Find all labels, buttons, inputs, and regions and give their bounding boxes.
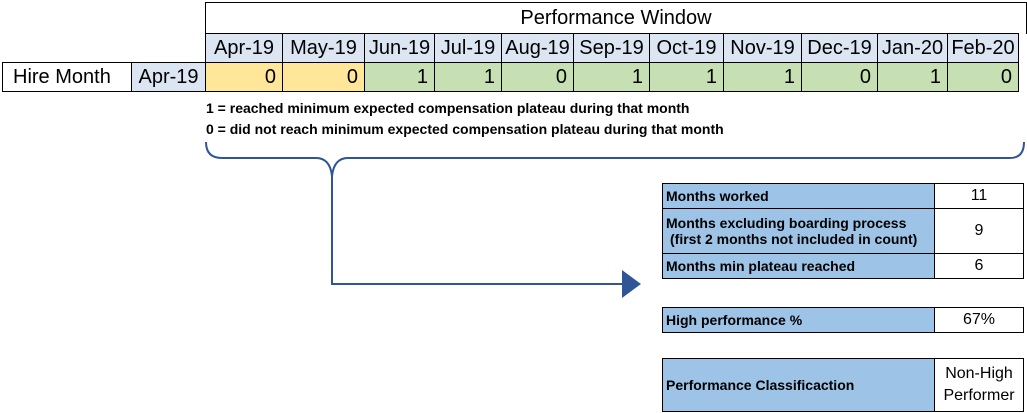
legend-line-1: 1 = reached minimum expected compensatio… bbox=[206, 100, 690, 116]
performance-window-title: Performance Window bbox=[205, 2, 1027, 34]
months-excluding-label: Months excluding boarding process (first… bbox=[662, 208, 935, 254]
month-value-cell: 0 bbox=[947, 62, 1019, 92]
month-value-cell: 0 bbox=[501, 62, 574, 92]
month-header-cell: May-19 bbox=[282, 33, 365, 63]
month-header-cell: Feb-20 bbox=[947, 33, 1019, 63]
plateau-reached-label: Months min plateau reached bbox=[662, 253, 935, 279]
classification-value-line-1: Non-High bbox=[945, 365, 1013, 382]
month-value-cell: 0 bbox=[205, 62, 283, 92]
month-value-cell: 0 bbox=[801, 62, 878, 92]
curly-brace bbox=[205, 141, 1025, 177]
month-header-cell: Sep-19 bbox=[573, 33, 650, 63]
hire-month-value: Apr-19 bbox=[131, 62, 206, 92]
month-header-cell: Dec-19 bbox=[801, 33, 878, 63]
months-excluding-line-2: (first 2 months not included in count) bbox=[670, 231, 918, 247]
month-value-cell: 1 bbox=[434, 62, 502, 92]
month-header-cell: Jun-19 bbox=[364, 33, 435, 63]
month-header-cell: Jul-19 bbox=[434, 33, 502, 63]
months-worked-value: 11 bbox=[934, 183, 1024, 209]
classification-label: Performance Classificaction bbox=[662, 358, 935, 412]
month-value-cell: 1 bbox=[649, 62, 724, 92]
arrowhead bbox=[622, 270, 641, 298]
month-value-cell: 0 bbox=[282, 62, 365, 92]
legend-line-2: 0 = did not reach minimum expected compe… bbox=[206, 121, 724, 137]
month-header-cell: Oct-19 bbox=[649, 33, 724, 63]
plateau-reached-value: 6 bbox=[934, 253, 1024, 279]
month-value-cell: 1 bbox=[573, 62, 650, 92]
hire-month-label: Hire Month bbox=[2, 62, 132, 92]
months-excluding-value: 9 bbox=[934, 208, 1024, 254]
months-excluding-line-1: Months excluding boarding process bbox=[666, 215, 907, 231]
month-header-cell: Aug-19 bbox=[501, 33, 574, 63]
months-worked-label: Months worked bbox=[662, 183, 935, 209]
connector-line bbox=[331, 176, 622, 285]
month-value-cell: 1 bbox=[364, 62, 435, 92]
high-performance-label: High performance % bbox=[662, 307, 935, 333]
month-value-cell: 1 bbox=[723, 62, 802, 92]
classification-value-line-2: Performer bbox=[943, 387, 1015, 404]
month-header-cell: Apr-19 bbox=[205, 33, 283, 63]
classification-value: Non-High Performer bbox=[934, 358, 1024, 412]
month-value-cell: 1 bbox=[877, 62, 948, 92]
high-performance-value: 67% bbox=[934, 307, 1024, 333]
month-header-cell: Jan-20 bbox=[877, 33, 948, 63]
month-header-cell: Nov-19 bbox=[723, 33, 802, 63]
